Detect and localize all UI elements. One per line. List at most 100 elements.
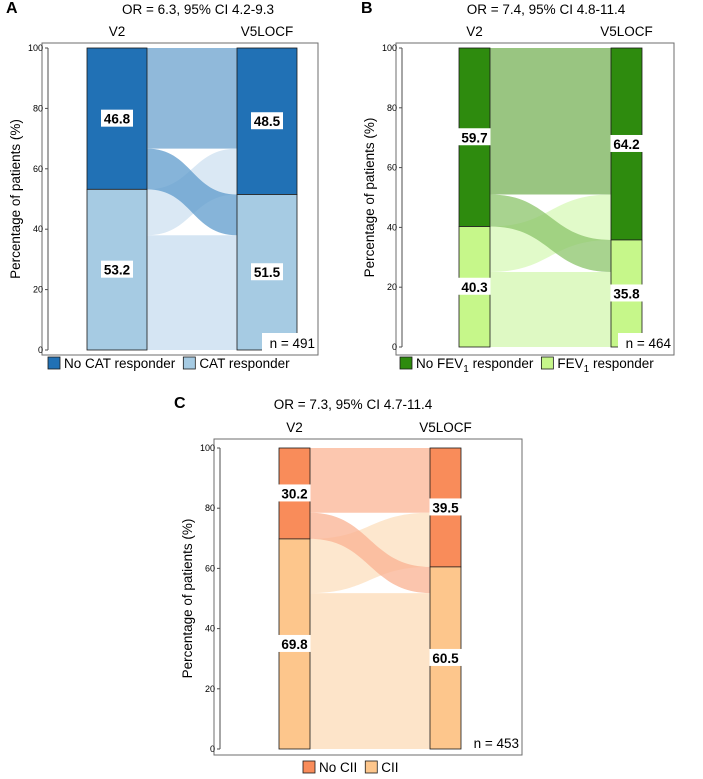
data-label-v2-top: 46.8 — [104, 112, 131, 127]
data-label-v2-bottom: 53.2 — [104, 263, 130, 278]
data-label-bg — [278, 634, 311, 652]
panel-c: C OR = 7.3, 95% CI 4.7-11.4 0 20 40 60 80 100 Pe… — [174, 395, 523, 775]
legend: No CAT responder CAT responder — [47, 356, 290, 371]
data-label-v2-top: 59.7 — [461, 130, 487, 145]
legend-swatch — [364, 760, 378, 774]
legend-swatch — [302, 760, 316, 774]
column-label-v2: V2 — [286, 420, 303, 435]
panel-a: A OR = 6.3, 95% CI 4.2-9.3 0 20 40 60 80 100 Per… — [6, 0, 319, 371]
data-label-bg — [101, 109, 133, 127]
data-label-bg — [278, 484, 311, 502]
data-label-v5locf-bottom: 51.5 — [254, 265, 281, 280]
y-tick-label: 60 — [205, 563, 215, 573]
plot-frame — [41, 42, 319, 356]
legend-label: CII — [381, 760, 398, 775]
n-label: n = 464 — [626, 336, 672, 351]
flow-top-to-bottom — [310, 512, 430, 594]
y-tick-label: 60 — [387, 163, 397, 173]
y-axis-label: Percentage of patients (%) — [362, 118, 377, 278]
data-label-v2-bottom: 40.3 — [461, 280, 488, 295]
data-label-v5locf-top: 48.5 — [254, 114, 281, 129]
legend-label: No FEV1 responder — [416, 356, 534, 375]
legend-label-subscript: 1 — [584, 364, 590, 375]
y-tick-label: 0 — [392, 342, 397, 352]
legend-label-main: FEV — [557, 356, 583, 371]
y-tick-label: 0 — [38, 345, 43, 355]
y-axis-label: Percentage of patients (%) — [180, 519, 195, 679]
panel-letter: C — [174, 395, 186, 412]
data-label-v5locf-bottom: 35.8 — [613, 286, 640, 301]
flow-bottom-to-bottom — [310, 593, 430, 749]
column-label-v5locf: V5LOCF — [600, 24, 653, 39]
flow-top-to-top — [490, 48, 611, 195]
legend-label: CAT responder — [199, 356, 290, 371]
flow-top-to-bottom — [490, 194, 611, 272]
chart-title: OR = 6.3, 95% CI 4.2-9.3 — [122, 2, 274, 17]
chart-title: OR = 7.3, 95% CI 4.7-11.4 — [274, 397, 433, 412]
data-label-v5locf-top: 64.2 — [613, 137, 639, 152]
y-tick-label: 20 — [33, 285, 43, 295]
data-label-bg — [610, 284, 643, 302]
legend: No FEV1 responder FEV1 responder — [399, 356, 654, 375]
data-label-v2-bottom: 69.8 — [281, 637, 308, 652]
data-label-v5locf-top: 39.5 — [432, 500, 459, 515]
panel-letter: B — [361, 0, 373, 17]
y-tick-label: 60 — [33, 164, 43, 174]
legend-label-main: No FEV — [416, 356, 463, 371]
legend-swatch — [182, 356, 196, 370]
legend-label: No CAT responder — [64, 356, 176, 371]
flow-bottom-to-bottom — [147, 235, 237, 350]
y-tick-label: 40 — [205, 624, 215, 634]
legend-label-main: No CAT responder — [64, 356, 176, 371]
y-tick-label: 100 — [200, 443, 215, 453]
data-label-bg — [458, 277, 491, 295]
legend: No CII CII — [302, 760, 399, 775]
y-tick-label: 40 — [387, 222, 397, 232]
y-tick-label: 20 — [205, 684, 215, 694]
data-label-bg — [251, 112, 283, 130]
data-label-bg — [101, 260, 133, 278]
plot-frame — [395, 42, 675, 356]
legend-label: No CII — [319, 760, 357, 775]
y-tick-label: 80 — [33, 103, 43, 113]
plot-frame — [213, 438, 523, 756]
legend-label: FEV1 responder — [557, 356, 654, 375]
chart-title: OR = 7.4, 95% CI 4.8-11.4 — [467, 2, 626, 17]
legend-label-main: CII — [381, 760, 398, 775]
legend-label-suffix: responder — [469, 356, 534, 371]
flow-bottom-to-bottom — [490, 271, 611, 347]
y-tick-label: 80 — [205, 503, 215, 513]
n-label-bg — [618, 333, 672, 351]
n-label-bg — [262, 333, 316, 351]
panel-letter: A — [6, 0, 18, 17]
n-label: n = 491 — [270, 336, 315, 351]
legend-swatch — [399, 356, 413, 370]
y-tick-label: 100 — [28, 43, 43, 53]
y-tick-label: 100 — [382, 43, 397, 53]
legend-label-main: CAT responder — [199, 356, 290, 371]
legend-swatch — [540, 356, 554, 370]
column-label-v2: V2 — [109, 24, 126, 39]
data-label-v2-top: 30.2 — [281, 486, 307, 501]
legend-label-main: No CII — [319, 760, 357, 775]
y-tick-label: 80 — [387, 103, 397, 113]
y-tick-label: 0 — [210, 744, 215, 754]
flow-top-to-top — [310, 448, 430, 513]
data-label-bg — [251, 263, 283, 281]
y-axis-label: Percentage of patients (%) — [8, 119, 23, 279]
n-label-bg — [466, 733, 520, 751]
data-label-bg — [429, 498, 462, 516]
flow-top-to-top — [147, 48, 237, 149]
legend-swatch — [47, 356, 61, 370]
data-label-bg — [610, 134, 643, 152]
column-label-v2: V2 — [466, 24, 483, 39]
data-label-bg — [429, 648, 462, 666]
data-label-bg — [458, 128, 491, 146]
legend-label-suffix: responder — [589, 356, 654, 371]
column-label-v5locf: V5LOCF — [419, 420, 472, 435]
column-label-v5locf: V5LOCF — [241, 24, 294, 39]
y-tick-label: 40 — [33, 224, 43, 234]
panel-b: B OR = 7.4, 95% CI 4.8-11.4 0 20 40 60 80 100 Pe… — [361, 0, 675, 375]
y-tick-label: 20 — [387, 282, 397, 292]
